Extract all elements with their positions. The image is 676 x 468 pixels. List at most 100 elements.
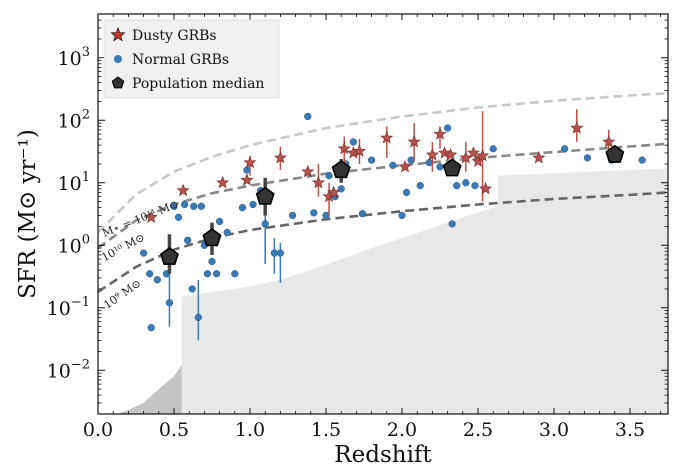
circle-point xyxy=(358,210,367,218)
axis-ticks: 0.0 0.5 1.0 1.5 2.0 2.5 3.0 3.5 10−2 10−1 100 101 10… xyxy=(47,13,668,441)
circle-point xyxy=(223,228,231,237)
x-axis-title: Redshift xyxy=(334,442,432,468)
pentagon-marker xyxy=(255,186,275,205)
star-marker xyxy=(327,185,341,198)
pentagon-point xyxy=(442,158,462,177)
circle-marker xyxy=(389,161,397,169)
circle-point xyxy=(194,279,202,341)
star-marker xyxy=(398,159,412,173)
circle-point xyxy=(462,179,470,187)
star-marker xyxy=(466,146,480,159)
circle-marker xyxy=(416,181,424,190)
circle-point xyxy=(398,211,406,220)
pentagon-point xyxy=(159,234,179,274)
x-tick-label: 2.5 xyxy=(463,419,493,441)
circle-point xyxy=(638,156,646,164)
circle-marker xyxy=(638,156,646,164)
star-point xyxy=(327,185,341,198)
circle-point xyxy=(276,242,285,283)
circle-point xyxy=(146,270,154,278)
circle-point xyxy=(310,209,318,217)
circle-point xyxy=(349,138,358,146)
pentagon-point xyxy=(331,158,351,183)
circle-point xyxy=(389,161,397,169)
circle-marker xyxy=(203,270,212,278)
star-point xyxy=(570,109,584,142)
star-marker xyxy=(240,173,254,186)
pentagon-marker xyxy=(202,228,222,247)
circle-point xyxy=(180,200,189,209)
circle-point xyxy=(325,171,333,180)
circle-marker xyxy=(276,249,285,257)
star-marker xyxy=(407,135,421,148)
legend-markers xyxy=(110,27,126,89)
star-marker xyxy=(337,141,351,155)
circle-point xyxy=(212,270,221,278)
circle-point xyxy=(288,211,297,220)
star-point xyxy=(301,164,315,178)
circle-point xyxy=(147,324,155,332)
star-point xyxy=(216,175,230,189)
circle-marker xyxy=(184,236,192,244)
x-tick-label: 3.0 xyxy=(539,419,569,441)
star-point xyxy=(438,146,452,159)
star-point xyxy=(352,139,366,164)
star-point xyxy=(479,181,493,195)
star-point xyxy=(466,146,480,159)
star-point xyxy=(240,173,254,186)
star-point xyxy=(311,163,325,197)
legend-star-icon xyxy=(110,27,126,42)
star-point xyxy=(243,155,257,176)
circle-marker xyxy=(310,209,318,217)
star-marker xyxy=(476,148,490,162)
x-tick-label: 1.5 xyxy=(311,419,341,441)
star-point xyxy=(398,159,412,173)
star-marker xyxy=(532,151,546,164)
circle-point xyxy=(453,181,461,190)
circle-marker xyxy=(238,203,247,212)
circle-point xyxy=(165,270,174,327)
circle-marker xyxy=(146,270,154,278)
star-marker xyxy=(301,164,315,178)
circle-marker xyxy=(443,124,452,132)
circle-marker xyxy=(398,211,406,220)
circle-marker xyxy=(153,276,161,284)
mass-line-0 xyxy=(98,91,668,234)
circle-marker xyxy=(325,171,333,180)
circle-marker xyxy=(349,138,358,146)
legend-box xyxy=(103,19,280,99)
legend: Dusty GRBs Normal GRBs Population median xyxy=(103,19,280,99)
circle-point xyxy=(436,163,444,171)
circle-point xyxy=(249,200,257,209)
star-marker xyxy=(438,146,452,159)
circle-marker xyxy=(462,179,470,187)
circle-point xyxy=(197,202,206,210)
circle-point xyxy=(190,202,198,210)
circle-marker xyxy=(358,210,367,218)
star-marker xyxy=(176,183,190,197)
star-marker xyxy=(273,151,287,164)
circle-point xyxy=(231,270,239,278)
x-tick-label: 1.0 xyxy=(235,419,265,441)
circle-point xyxy=(402,188,411,197)
circle-marker xyxy=(231,270,239,278)
circle-marker xyxy=(249,200,257,209)
circle-marker xyxy=(139,249,148,257)
circle-marker xyxy=(180,200,189,209)
star-point xyxy=(337,136,351,167)
detection-limit-region-1 xyxy=(120,365,182,414)
y-tick-label: 10−1 xyxy=(47,295,90,320)
y-tick-label: 102 xyxy=(58,107,90,132)
circle-marker xyxy=(194,313,202,322)
detection-limit-regions xyxy=(120,168,668,414)
star-marker xyxy=(311,175,325,189)
circle-point xyxy=(139,249,148,257)
circle-marker xyxy=(448,220,456,228)
circle-point xyxy=(188,285,196,293)
circle-marker xyxy=(471,181,479,190)
star-marker xyxy=(243,155,257,169)
y-axis-title: SFR (M⊙ yr⁻¹) xyxy=(15,129,41,299)
star-marker xyxy=(216,175,230,189)
circle-point xyxy=(170,202,178,210)
